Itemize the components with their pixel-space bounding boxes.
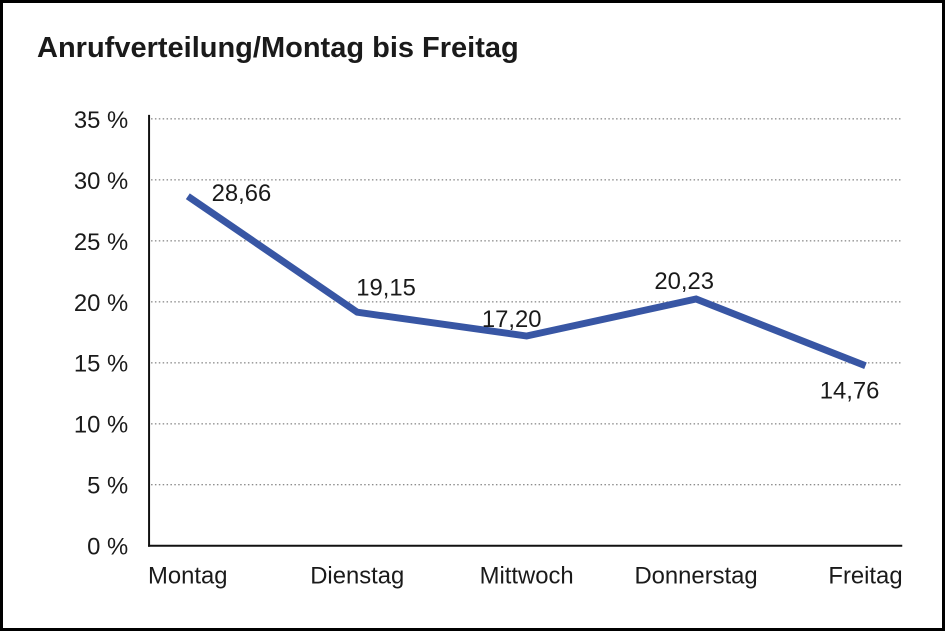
point-label-dienstag: 19,15 [356, 274, 416, 301]
x-category-label-montag: Montag [148, 562, 228, 589]
x-category-label-dienstag: Dienstag [310, 562, 404, 589]
y-tick-label-5: 5 % [87, 473, 128, 500]
y-tick-label-0: 0 % [87, 534, 128, 561]
y-tick-label-25: 25 % [74, 229, 128, 256]
y-tick-label-30: 30 % [74, 168, 128, 195]
chart-title: Anrufverteilung/Montag bis Freitag [37, 32, 519, 64]
y-tick-label-35: 35 % [74, 107, 128, 134]
data-line-anrufverteilung [185, 193, 867, 369]
x-category-label-mittwoch: Mittwoch [480, 562, 574, 589]
y-tick-label-15: 15 % [74, 351, 128, 378]
point-label-donnerstag: 20,23 [654, 268, 714, 295]
line-chart: 0 % 5 % 10 % 15 % 20 % 25 % 30 % 35 % Montag Dien… [74, 107, 903, 590]
y-tick-label-20: 20 % [74, 290, 128, 317]
point-label-freitag: 14,76 [820, 377, 880, 404]
x-category-label-freitag: Freitag [828, 562, 902, 589]
point-label-montag: 28,66 [212, 180, 272, 207]
point-label-mittwoch: 17,20 [482, 306, 542, 333]
y-tick-label-10: 10 % [74, 412, 128, 439]
x-category-label-donnerstag: Donnerstag [634, 562, 757, 589]
